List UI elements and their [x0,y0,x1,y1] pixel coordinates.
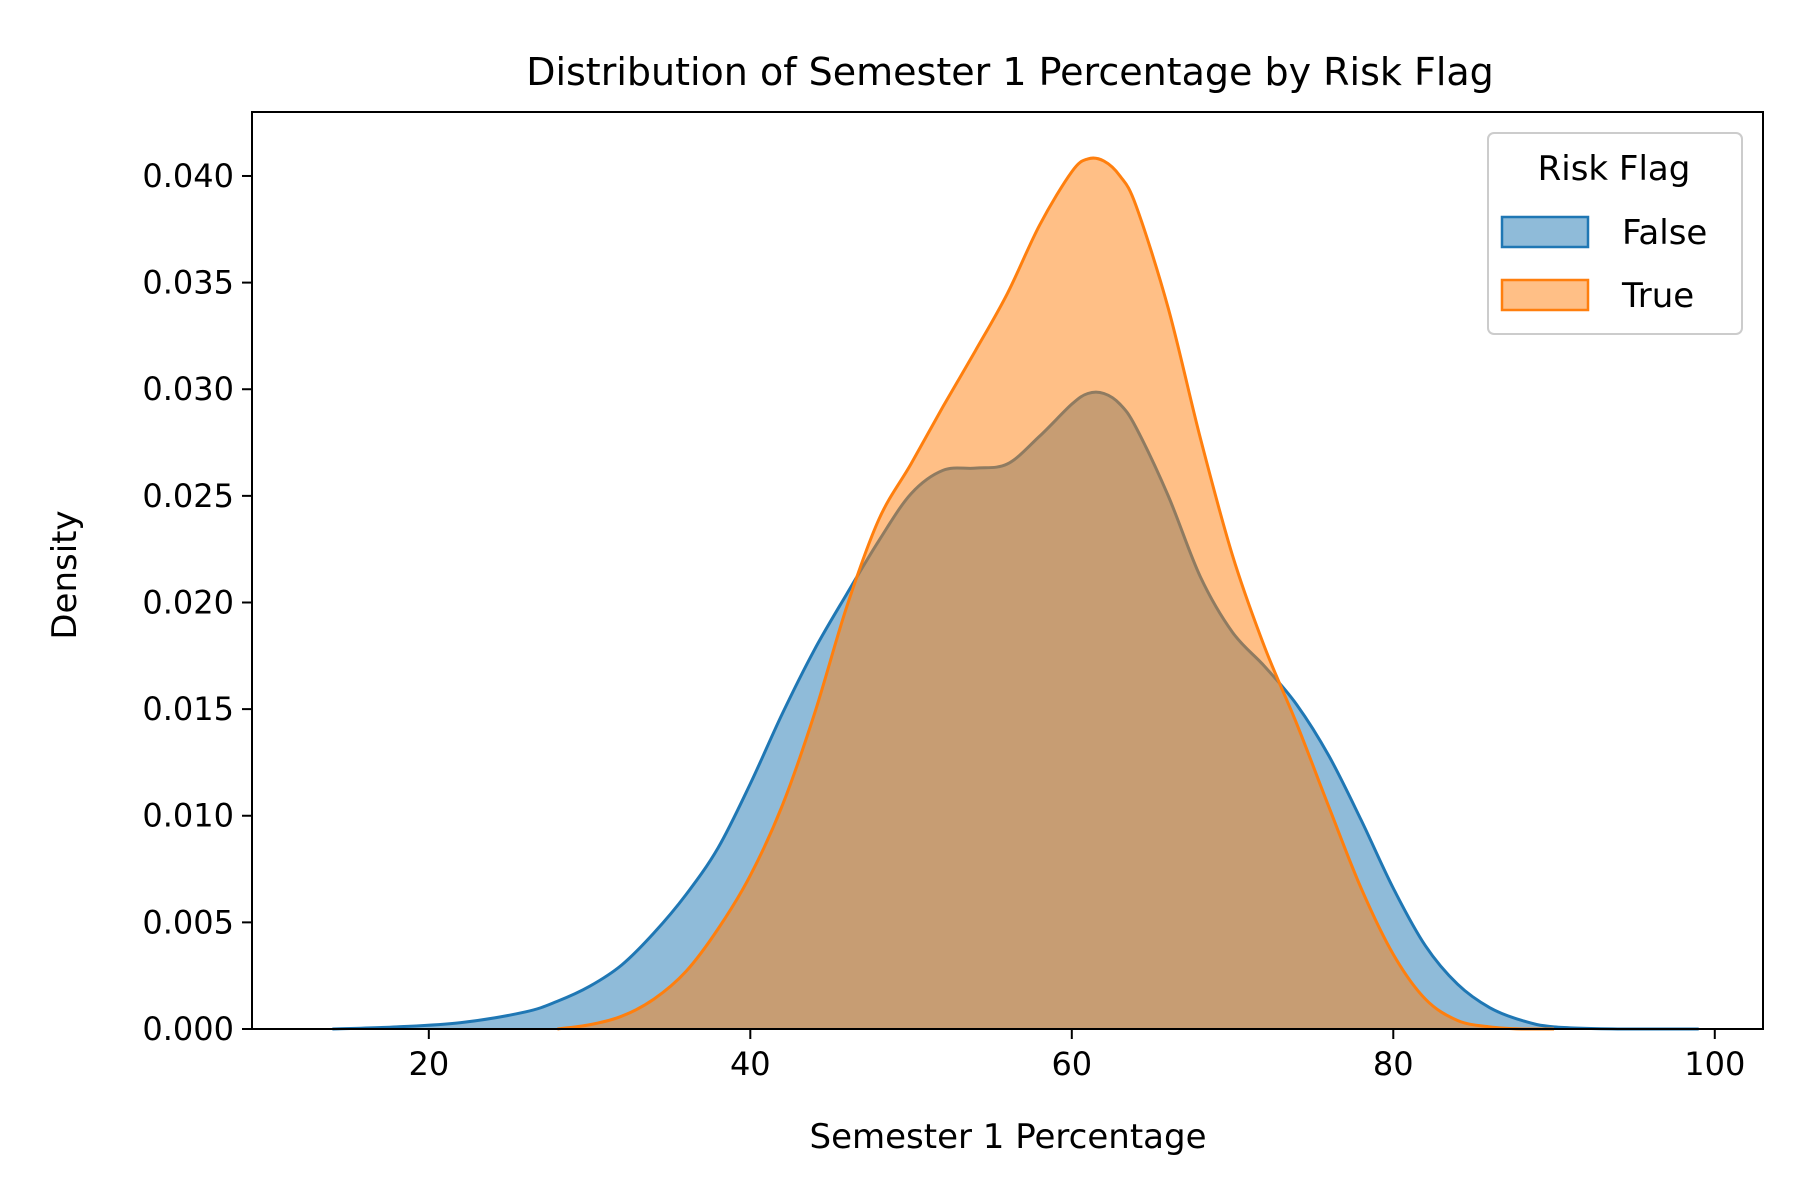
legend: Risk Flag False True [1487,132,1743,335]
x-tick-label: 20 [408,1045,449,1083]
y-tick-label: 0.020 [142,583,234,621]
y-axis-ticks: 0.000 0.005 0.010 0.015 0.020 0.025 0.030 0.035… [142,157,252,1048]
chart-title: Distribution of Semester 1 Percentage by… [526,50,1494,94]
plot-frame [251,111,1764,1030]
legend-entries: False True [1500,213,1707,316]
y-tick-label: 0.015 [142,690,234,728]
density-area-true [557,158,1555,1030]
x-tick-label: 40 [730,1045,771,1083]
series-layer [332,156,1699,1031]
x-tick-label: 60 [1051,1045,1092,1083]
density-line-true [557,156,1555,1031]
y-tick-label: 0.035 [142,264,234,302]
y-tick-label: 0.000 [142,1010,234,1048]
legend-label-false: False [1622,213,1707,253]
y-tick-label: 0.005 [142,903,234,941]
y-tick-label: 0.030 [142,370,234,408]
y-tick-label: 0.040 [142,157,234,195]
y-tick-label: 0.025 [142,477,234,515]
x-axis-ticks: 20 40 60 80 100 [408,1029,1745,1083]
x-tick-label: 100 [1684,1045,1745,1083]
x-tick-label: 80 [1373,1045,1414,1083]
legend-swatch-true [1500,278,1590,312]
y-tick-label: 0.010 [142,797,234,835]
x-axis-label: Semester 1 Percentage [810,1117,1207,1157]
legend-label-true: True [1621,276,1694,316]
legend-title: Risk Flag [1538,149,1691,189]
legend-swatch-false [1500,215,1590,249]
y-axis-label: Density [45,510,85,639]
